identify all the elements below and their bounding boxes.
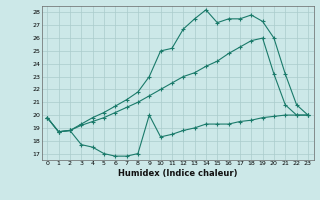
X-axis label: Humidex (Indice chaleur): Humidex (Indice chaleur) (118, 169, 237, 178)
